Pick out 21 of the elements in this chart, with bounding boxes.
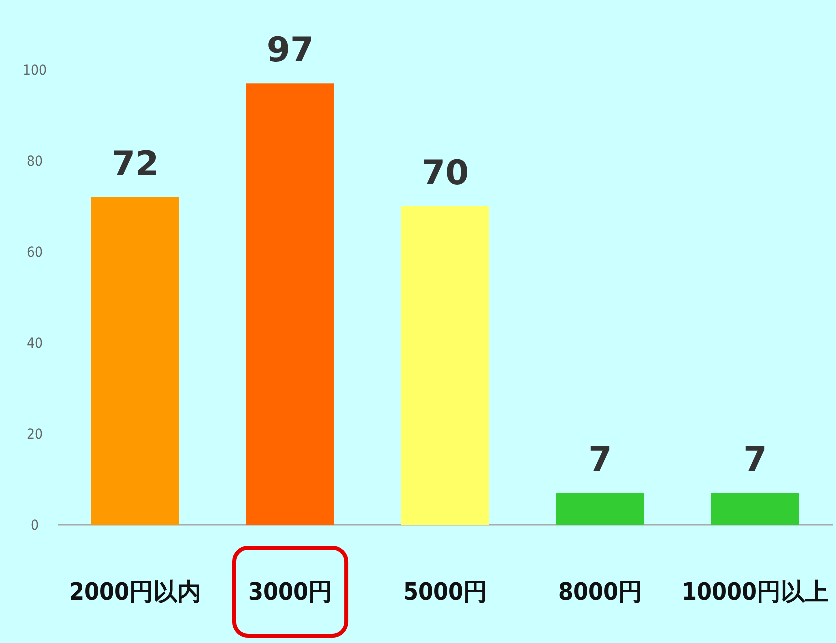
- x-tick-label: 8000円: [558, 578, 643, 606]
- data-label: 7: [588, 440, 612, 480]
- bar: [556, 493, 644, 525]
- data-label: 97: [266, 30, 314, 71]
- data-label: 70: [422, 154, 470, 194]
- bar: [402, 206, 490, 525]
- x-tick-label: 10000円以上: [682, 578, 830, 606]
- bar: [246, 84, 334, 525]
- bar: [92, 197, 180, 525]
- y-tick-label: 20: [26, 427, 44, 443]
- data-label: 72: [112, 144, 160, 184]
- x-tick-label: 2000円以内: [69, 578, 202, 606]
- y-tick-label: 60: [26, 245, 44, 261]
- x-tick-label: 5000円: [403, 578, 488, 606]
- y-tick-label: 80: [26, 154, 44, 170]
- y-tick-label: 0: [30, 518, 40, 534]
- y-tick-label: 40: [26, 336, 44, 352]
- data-label: 7: [744, 440, 768, 480]
- bar: [712, 493, 800, 525]
- x-tick-label: 3000円: [248, 578, 333, 606]
- y-tick-label: 100: [22, 63, 48, 79]
